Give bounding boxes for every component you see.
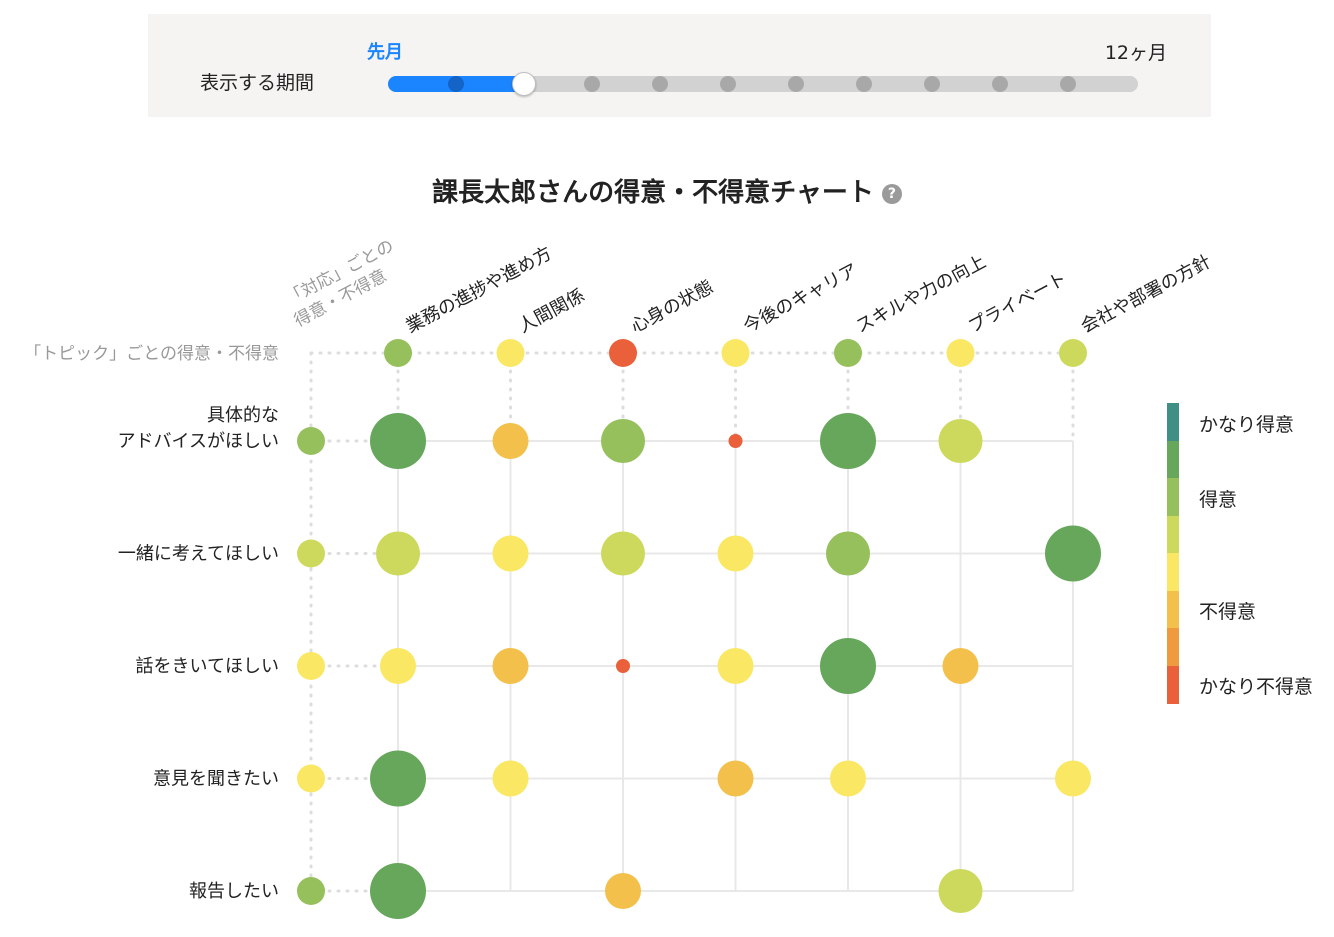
period-selector: 表示する期間 先月 12ヶ月 (148, 14, 1211, 117)
column-label: 心身の状態 (627, 277, 716, 338)
legend-color-swatch (1167, 553, 1179, 591)
period-step-dot[interactable] (924, 76, 940, 92)
period-max-label: 12ヶ月 (1104, 42, 1167, 64)
topic-summary-bubble (609, 339, 637, 367)
cell-bubble (717, 648, 754, 684)
help-icon[interactable]: ? (881, 183, 902, 204)
cell-bubble (492, 535, 529, 572)
cell-bubble (605, 873, 641, 909)
cell-bubble (492, 760, 529, 797)
topic-summary-bubble (946, 339, 975, 367)
period-slider[interactable] (388, 72, 1138, 96)
chart-title-row: 課長太郎さんの得意・不得意チャート? (0, 172, 1334, 209)
cell-bubble (820, 413, 876, 469)
legend-color-swatch (1167, 478, 1179, 516)
row-label: 話をきいてほしい (136, 656, 279, 677)
row-summary-bubble (297, 877, 325, 905)
period-step-dot[interactable] (992, 76, 1008, 92)
column-label: 人間関係 (515, 285, 588, 337)
cell-bubble (1045, 525, 1101, 582)
cell-bubble (380, 648, 416, 684)
legend-label: かなり得意 (1199, 413, 1295, 436)
legend-color-swatch (1167, 515, 1179, 554)
column-label: プライベート (965, 268, 1070, 337)
cell-bubble (942, 648, 979, 684)
topic-summary-bubble (384, 339, 412, 367)
cell-bubble (938, 869, 983, 913)
period-slider-thumb[interactable] (512, 72, 536, 96)
row-summary-bubble (297, 764, 325, 793)
cell-bubble (728, 434, 743, 448)
row-summary-bubble (297, 427, 325, 455)
period-step-dot[interactable] (584, 76, 600, 92)
legend-color-swatch (1167, 628, 1179, 666)
cell-bubble (616, 659, 630, 673)
period-label: 表示する期間 (200, 72, 315, 94)
cell-bubble (601, 531, 645, 576)
legend-label: かなり不得意 (1199, 676, 1314, 699)
cell-bubble (830, 760, 866, 797)
cell-bubble (492, 648, 529, 684)
row-summary-bubble (297, 539, 325, 568)
cell-bubble (370, 863, 426, 919)
legend-color-swatch (1167, 665, 1179, 704)
cell-bubble (370, 750, 426, 807)
cell-bubble (370, 413, 426, 469)
cell-bubble (376, 531, 420, 576)
period-step-dot[interactable] (720, 76, 736, 92)
legend-color-swatch (1167, 590, 1179, 629)
topic-summary-bubble (834, 339, 862, 367)
row-label: 報告したい (189, 881, 279, 902)
cell-bubble (492, 423, 529, 459)
column-label: 会社や部署の方針 (1077, 251, 1214, 337)
period-step-dot[interactable] (448, 76, 464, 92)
cell-bubble (717, 535, 754, 572)
row-label: 意見を聞きたい (153, 769, 279, 790)
legend-label: 得意 (1199, 488, 1238, 511)
topic-summary-bubble (721, 339, 750, 367)
cell-bubble (717, 760, 754, 797)
cell-bubble (938, 419, 983, 463)
topic-row-label: 「トピック」ごとの得意・不得意 (24, 344, 279, 364)
period-step-dot[interactable] (1060, 76, 1076, 92)
cell-bubble (820, 638, 876, 694)
cell-bubble (601, 419, 645, 463)
row-label: 具体的な (207, 405, 279, 426)
legend-color-swatch (1167, 403, 1179, 441)
period-step-dot[interactable] (788, 76, 804, 92)
row-summary-bubble (297, 652, 325, 680)
period-step-dot[interactable] (856, 76, 872, 92)
row-label: 一緒に考えてほしい (118, 544, 279, 565)
chart-title: 課長太郎さんの得意・不得意チャート (432, 178, 874, 208)
cell-bubble (826, 531, 870, 576)
legend-color-swatch (1167, 440, 1179, 479)
topic-summary-bubble (1059, 339, 1087, 367)
column-label: 今後のキャリア (740, 260, 861, 338)
period-current-value: 先月 (367, 42, 403, 63)
period-step-dot[interactable] (652, 76, 668, 92)
cell-bubble (1055, 760, 1091, 797)
topic-summary-bubble (496, 339, 525, 367)
row-label: アドバイスがほしい (118, 431, 279, 452)
legend-label: 不得意 (1199, 601, 1257, 624)
